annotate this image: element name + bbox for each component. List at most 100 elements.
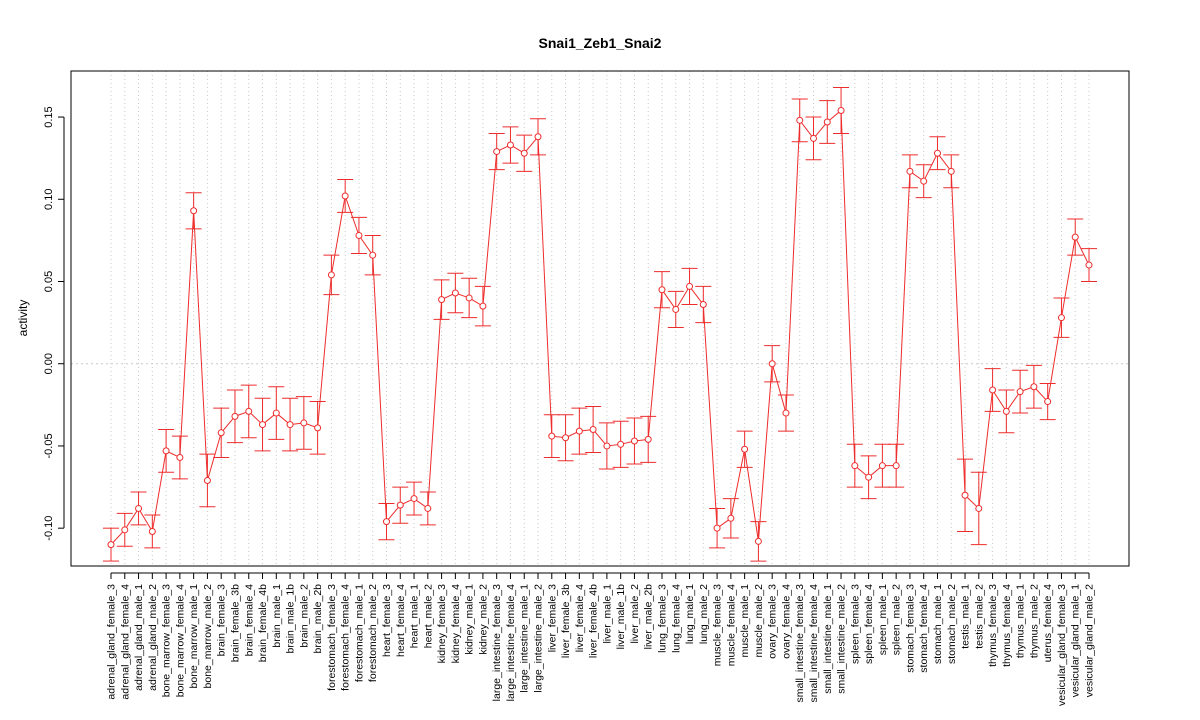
series-line-path (110, 109, 1090, 545)
x-tick-label: vesicular_gland_male_1 (1070, 584, 1082, 697)
x-tick-label: muscle_male_1 (739, 584, 751, 658)
data-point (148, 527, 156, 535)
data-point (135, 504, 143, 512)
x-tick-label: bone_marrow_male_1 (188, 584, 200, 689)
x-tick-label: small_intestine_male_2 (836, 584, 848, 694)
data-point (865, 473, 873, 481)
data-point (741, 445, 749, 453)
data-point (947, 167, 955, 175)
data-point (286, 421, 294, 429)
data-point (520, 149, 528, 157)
x-tick-label: kidney_female_4 (450, 584, 462, 664)
x-tick-label: liver_female_4b (588, 584, 600, 658)
data-point (920, 177, 928, 185)
grid (71, 71, 1129, 566)
data-point (975, 504, 983, 512)
x-tick-label: vesicular_gland_female_3 (1056, 584, 1068, 706)
x-tick-label: adrenal_gland_male_1 (133, 584, 145, 691)
data-point (506, 141, 514, 149)
data-point (479, 302, 487, 310)
x-tick-label: lung_male_2 (698, 584, 710, 644)
x-tick-label: adrenal_gland_male_2 (147, 584, 159, 691)
x-tick-label: small_intestine_female_4 (808, 584, 820, 703)
data-point (369, 251, 377, 259)
data-point (410, 495, 418, 503)
data-point (603, 442, 611, 450)
plot-frame (70, 70, 1130, 567)
data-point (1002, 407, 1010, 415)
data-point (534, 133, 542, 141)
x-tick-label: heart_female_4 (395, 584, 407, 657)
data-point (878, 462, 886, 470)
data-point (327, 271, 335, 279)
x-tick-label: thymus_female_4 (1001, 584, 1013, 667)
data-point (1071, 233, 1079, 241)
y-axis: -0.10 -0.05 0.00 0.05 0.10 0.15 (43, 106, 65, 541)
data-point (272, 409, 280, 417)
data-point (1057, 314, 1065, 322)
x-tick-label: large_intestine_female_4 (505, 584, 517, 701)
x-tick-label: stomach_male_2 (946, 584, 958, 664)
x-tick-label: testis_male_1 (960, 584, 972, 649)
x-tick-label: liver_male_2b (643, 584, 655, 650)
x-tick-label: lung_male_1 (684, 584, 696, 644)
y-tick-label: 0.05 (43, 271, 55, 292)
x-tick-label: kidney_male_1 (464, 584, 476, 655)
x-tick-label: ovary_female_4 (780, 584, 792, 659)
data-point (851, 462, 859, 470)
data-point (107, 541, 115, 549)
x-tick-label: spleen_female_4 (863, 584, 875, 664)
data-point (382, 518, 390, 526)
data-point (933, 149, 941, 157)
data-point (1044, 398, 1052, 406)
data-point (837, 106, 845, 114)
x-tick-label: thymus_male_2 (1028, 584, 1040, 658)
data-point (424, 504, 432, 512)
data-point (341, 192, 349, 200)
y-tick-label: 0.00 (43, 353, 55, 374)
x-tick-label: large_intestine_male_1 (519, 584, 531, 693)
y-tick-label: -0.05 (43, 433, 55, 458)
data-point (231, 412, 239, 420)
x-tick-label: liver_female_3 (546, 584, 558, 652)
x-axis: adrenal_gland_female_3 adrenal_gland_fema… (106, 572, 1096, 706)
x-tick-label: ovary_female_3 (767, 584, 779, 659)
data-point (892, 462, 900, 470)
x-tick-label: muscle_female_3 (712, 584, 724, 666)
x-tick-label: adrenal_gland_female_4 (119, 584, 131, 700)
x-tick-label: brain_female_4 (243, 584, 255, 657)
data-point (1016, 388, 1024, 396)
data-point (465, 294, 473, 302)
x-tick-label: bone_marrow_male_2 (202, 584, 214, 689)
x-tick-label: liver_female_3b (560, 584, 572, 658)
x-tick-label: spleen_male_2 (891, 584, 903, 655)
data-point (259, 421, 267, 429)
data-point (961, 491, 969, 499)
x-tick-label: brain_male_2 (298, 584, 310, 648)
x-tick-label: vesicular_gland_male_2 (1084, 584, 1096, 697)
x-tick-label: adrenal_gland_female_3 (106, 584, 118, 700)
data-point (121, 526, 129, 534)
data-point (686, 282, 694, 290)
x-tick-label: uterus_female_4 (1042, 584, 1054, 662)
x-tick-label: spleen_male_1 (877, 584, 889, 655)
x-tick-label: small_intestine_male_1 (822, 584, 834, 694)
x-tick-label: heart_male_2 (422, 584, 434, 648)
data-point (727, 514, 735, 522)
data-point (906, 167, 914, 175)
x-tick-label: brain_male_1b (285, 584, 297, 654)
x-tick-label: large_intestine_female_3 (491, 584, 503, 701)
data-point (314, 424, 322, 432)
x-tick-label: forestomach_male_1 (353, 584, 365, 682)
x-tick-label: forestomach_female_3 (326, 584, 338, 691)
y-tick-label: 0.10 (43, 189, 55, 210)
error-bars (103, 86, 1097, 562)
x-tick-label: liver_male_1b (615, 584, 627, 650)
x-tick-label: spleen_female_3 (849, 584, 861, 664)
series-line (110, 109, 1090, 545)
data-point (658, 286, 666, 294)
x-tick-label: stomach_female_4 (918, 584, 930, 673)
data-point (589, 426, 597, 434)
x-tick-label: lung_female_3 (656, 584, 668, 653)
data-point (1030, 383, 1038, 391)
